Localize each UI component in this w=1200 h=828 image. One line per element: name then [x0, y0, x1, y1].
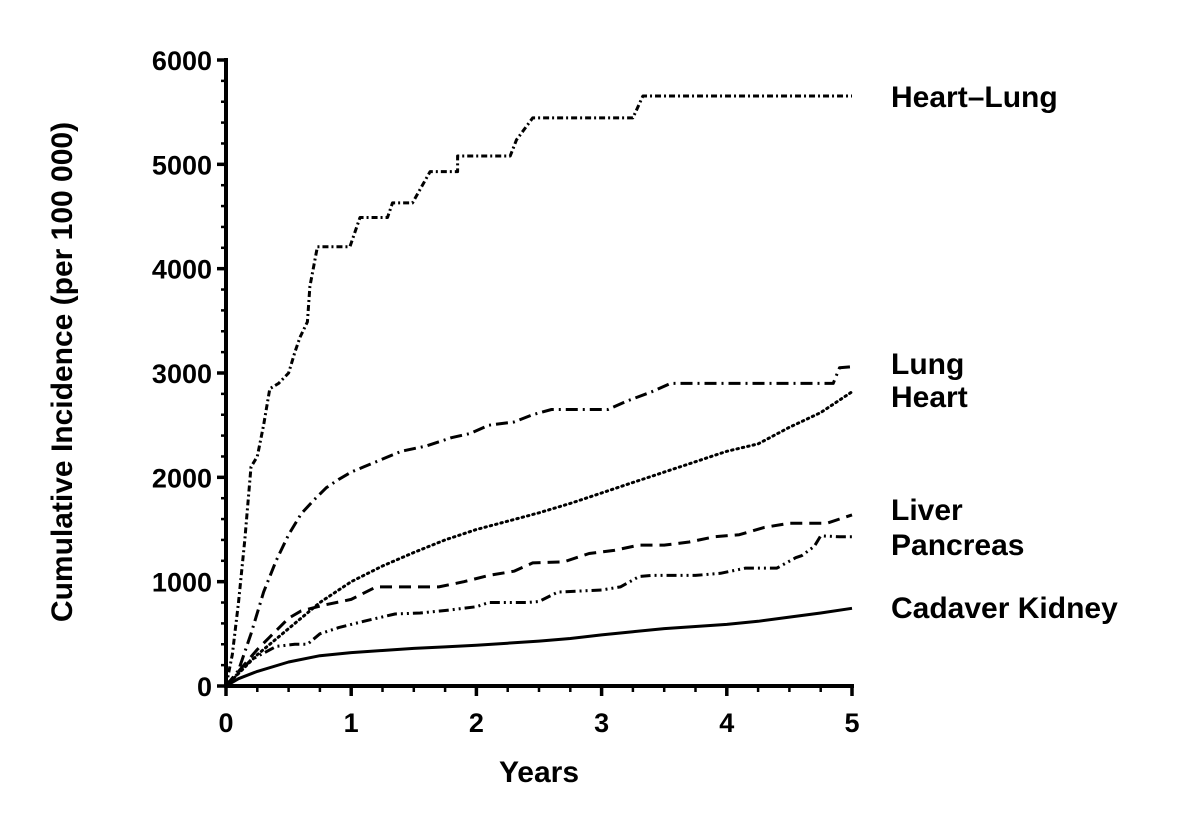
- series-line-cadaver-kidney: [225, 606, 853, 688]
- x-tick-label: 0: [218, 708, 233, 738]
- x-axis: 0 1 2 3 4 5: [218, 684, 860, 738]
- x-tick-label: 5: [844, 708, 859, 738]
- series-line-pancreas: [224, 534, 852, 688]
- series-line-heart: [224, 390, 854, 688]
- x-axis-title: Years: [499, 756, 579, 789]
- y-tick-label: 3000: [152, 359, 212, 389]
- x-tick-label: 3: [594, 708, 609, 738]
- series-line-lung: [224, 365, 853, 687]
- y-axis-title: Cumulative Incidence (per 100 000): [46, 122, 79, 622]
- series-label-cadaver-kidney: Cadaver Kidney: [891, 592, 1118, 625]
- y-tick-label: 4000: [152, 255, 212, 285]
- series-label-heart-lung: Heart–Lung: [891, 81, 1058, 114]
- series-label-heart: Heart: [891, 381, 968, 414]
- series-label-pancreas: Pancreas: [891, 529, 1024, 562]
- series-label-lung: Lung: [891, 348, 964, 381]
- x-tick-label: 2: [469, 708, 484, 738]
- y-axis: 0 1000 2000 3000 4000 5000 6000: [152, 46, 228, 702]
- series-line-liver: [224, 513, 853, 687]
- x-tick-label: 1: [344, 708, 359, 738]
- y-tick-label: 0: [197, 672, 212, 702]
- y-tick-label: 5000: [152, 150, 212, 180]
- series-line-heart-lung: [224, 94, 852, 687]
- y-tick-label: 1000: [152, 568, 212, 598]
- series-label-liver: Liver: [891, 494, 963, 527]
- x-tick-label: 4: [719, 708, 734, 738]
- y-tick-label: 2000: [152, 463, 212, 493]
- y-tick-label: 6000: [152, 46, 212, 76]
- series-lines: [224, 94, 854, 688]
